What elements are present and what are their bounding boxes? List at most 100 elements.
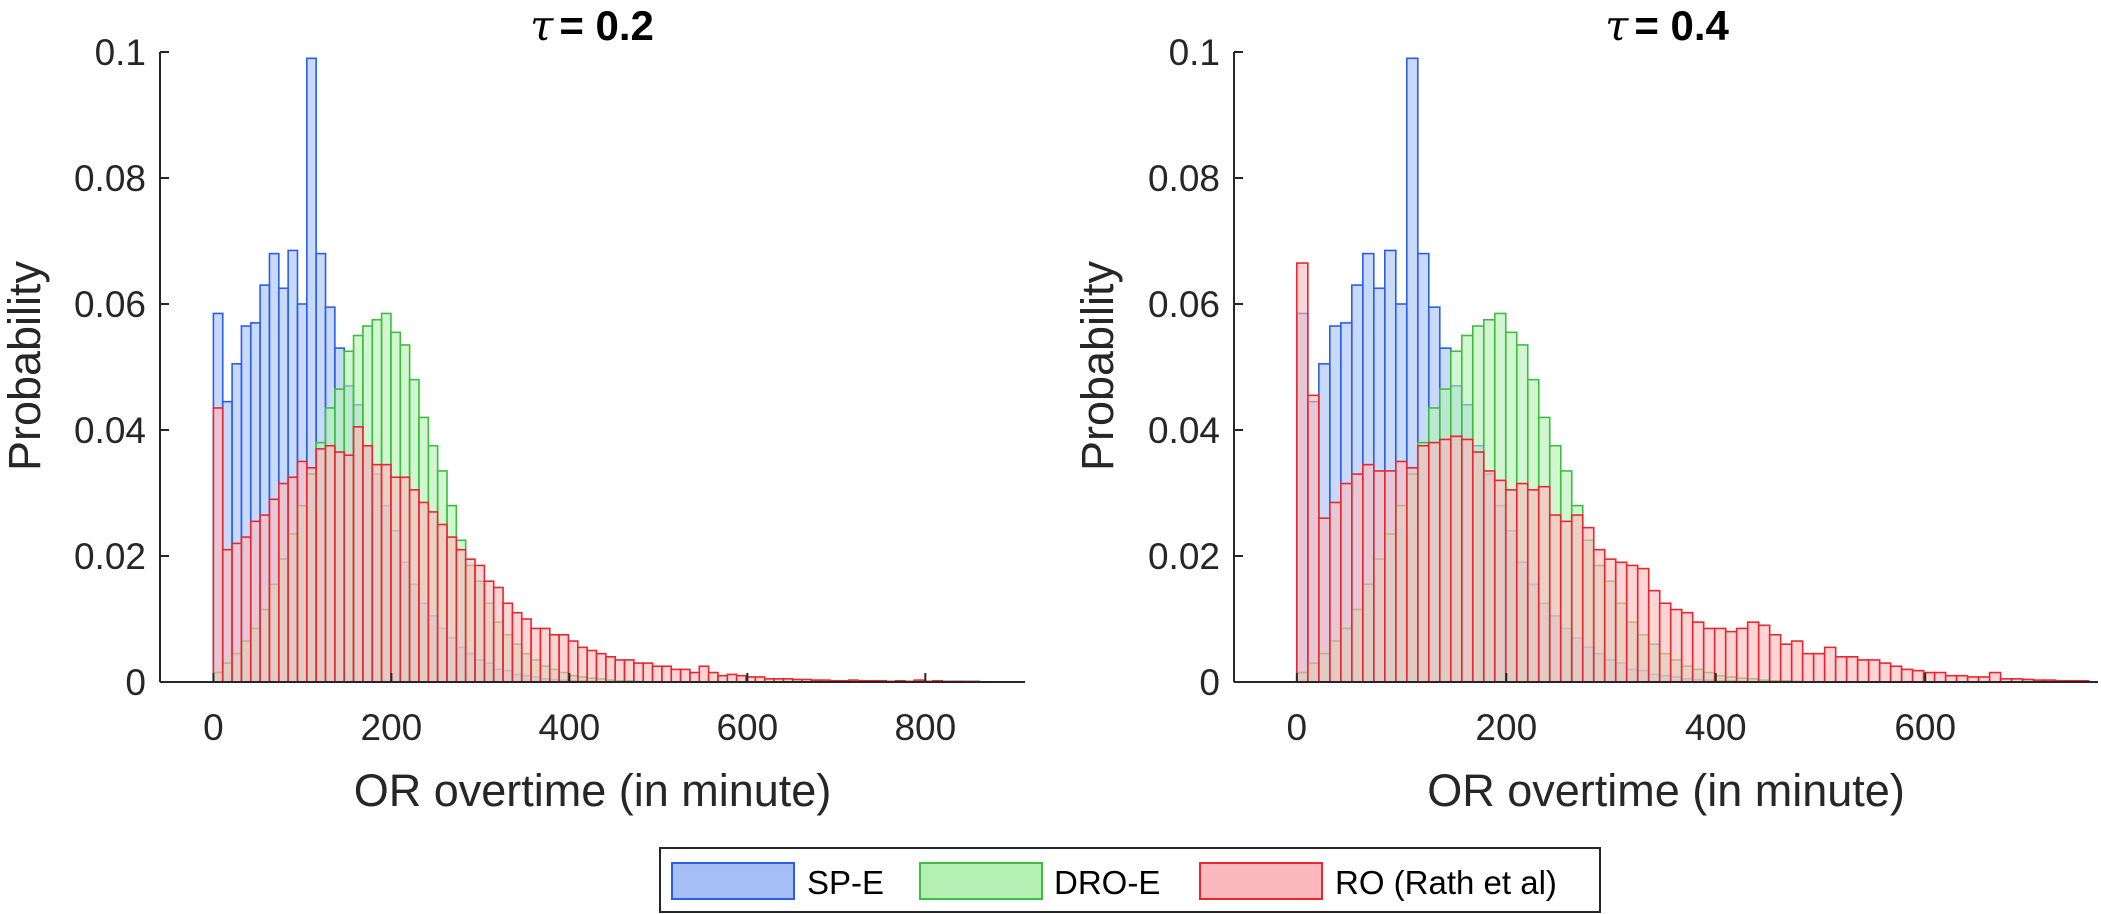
- bar-ro-16: [1471, 451, 1485, 683]
- series-ro: [212, 407, 981, 683]
- y-tick-label: 0.04: [1148, 410, 1220, 451]
- bar-ro-24: [436, 523, 448, 683]
- bar-ro-19: [390, 476, 402, 683]
- bar-ro-27: [464, 558, 476, 683]
- bar-ro-2: [1318, 517, 1331, 683]
- x-tick-label: 0: [1287, 707, 1308, 748]
- bar-ro-35: [539, 627, 551, 683]
- bar-ro-8: [1384, 470, 1397, 683]
- bar-ro-23: [427, 511, 439, 683]
- bar-ro-34: [530, 627, 542, 683]
- bar-ro-6: [1362, 463, 1375, 683]
- bar-ro-20: [399, 476, 411, 683]
- x-tick-label: 200: [361, 707, 423, 748]
- bar-ro-52: [1867, 659, 1881, 683]
- bar-ro-23: [1548, 514, 1562, 683]
- x-axis-title: OR overtime (in minute): [1427, 765, 1905, 816]
- title-value: = 0.4: [1634, 2, 1729, 49]
- bar-ro-4: [1340, 482, 1353, 683]
- legend-swatch-dro-e: [919, 862, 1043, 900]
- y-axis-title: Probability: [0, 260, 50, 471]
- legend-label-dro-e: DRO-E: [1054, 864, 1160, 901]
- bars: [1296, 57, 2090, 683]
- bar-ro-0: [212, 407, 224, 683]
- bar-ro-29: [483, 580, 495, 683]
- bar-ro-43: [614, 659, 626, 683]
- y-tick-label: 0: [125, 662, 146, 703]
- y-tick-label: 0.1: [1169, 32, 1220, 73]
- bar-ro-27: [1592, 548, 1606, 683]
- bar-ro-39: [577, 646, 588, 683]
- bar-ro-13: [334, 451, 346, 683]
- bar-ro-2: [231, 542, 243, 683]
- bar-ro-50: [1845, 655, 1859, 683]
- legend-swatch-ro: [1199, 862, 1323, 900]
- bar-ro-14: [343, 454, 355, 683]
- chart-panel-tau-0.2: 0 0.02 0.04 0.06 0.08 0.1 0 200 400 600 800 OR over…: [0, 1, 1025, 816]
- bar-ro-42: [605, 655, 616, 683]
- bar-ro-25: [446, 536, 458, 683]
- bar-ro-18: [1493, 479, 1507, 683]
- y-tick-label: 0.06: [74, 284, 146, 325]
- bar-ro-5: [1351, 473, 1364, 683]
- bar-ro-40: [1735, 627, 1749, 683]
- bar-ro-9: [1395, 460, 1408, 683]
- legend-label-ro: RO (Rath et al): [1335, 864, 1557, 901]
- bar-ro-11: [315, 448, 327, 683]
- y-axis-title: Probability: [1072, 260, 1123, 471]
- legend-swatch-sp-e: [671, 862, 795, 900]
- y-tick-label: 0.08: [1148, 158, 1220, 199]
- bar-ro-6: [268, 498, 280, 683]
- bar-ro-48: [1823, 646, 1837, 683]
- bar-ro-11: [1416, 444, 1430, 683]
- bar-ro-41: [595, 652, 607, 683]
- bar-ro-21: [408, 489, 420, 683]
- bar-ro-1: [221, 548, 233, 683]
- bar-ro-30: [492, 586, 504, 683]
- x-axis-title: OR overtime (in minute): [354, 765, 832, 816]
- bar-ro-47: [1812, 652, 1826, 683]
- bar-ro-42: [1757, 624, 1771, 683]
- bar-ro-56: [1911, 669, 1925, 683]
- bar-ro-22: [1537, 485, 1551, 683]
- y-tick-label: 0.02: [1148, 536, 1220, 577]
- bar-ro-29: [1614, 561, 1628, 683]
- bar-ro-58: [1933, 671, 1947, 683]
- chart-panel-tau-0.4: 0 0.02 0.04 0.06 0.08 0.1 0 200 400 600 OR overtim…: [1072, 1, 2098, 816]
- bar-ro-14: [1449, 435, 1463, 683]
- y-tick-label: 0.04: [74, 410, 146, 451]
- y-tick-label: 0.1: [95, 32, 146, 73]
- bar-ro-24: [1559, 520, 1573, 683]
- x-tick-label: 400: [538, 707, 600, 748]
- bar-ro-19: [1504, 489, 1518, 683]
- bar-ro-26: [455, 548, 467, 683]
- bar-ro-44: [623, 659, 635, 683]
- bar-ro-49: [1834, 655, 1848, 683]
- bar-ro-35: [1680, 611, 1694, 683]
- bar-ro-7: [1373, 470, 1386, 683]
- bar-ro-31: [502, 602, 514, 683]
- bar-ro-39: [1724, 630, 1738, 683]
- legend-box: [659, 847, 1601, 913]
- bar-ro-9: [296, 460, 308, 683]
- bar-ro-53: [1878, 662, 1892, 683]
- series-ro: [1296, 262, 2090, 683]
- bar-ro-50: [679, 668, 691, 683]
- y-tick-label: 0.08: [74, 158, 146, 199]
- bar-ro-45: [633, 662, 645, 683]
- bar-ro-10: [306, 466, 317, 683]
- chart-title: τ = 0.4: [1605, 1, 1729, 50]
- bar-ro-43: [1768, 633, 1782, 683]
- bar-ro-34: [1669, 608, 1683, 683]
- y-tick-label: 0: [1199, 662, 1220, 703]
- bar-ro-1: [1307, 394, 1320, 683]
- bar-ro-25: [1570, 514, 1584, 683]
- bar-ro-8: [287, 476, 299, 683]
- bar-ro-13: [1438, 438, 1452, 683]
- bar-ro-32: [511, 611, 523, 683]
- bar-ro-12: [1427, 441, 1441, 683]
- tau-symbol: τ: [530, 1, 554, 50]
- bar-ro-17: [1482, 470, 1496, 683]
- bar-ro-55: [1900, 668, 1914, 683]
